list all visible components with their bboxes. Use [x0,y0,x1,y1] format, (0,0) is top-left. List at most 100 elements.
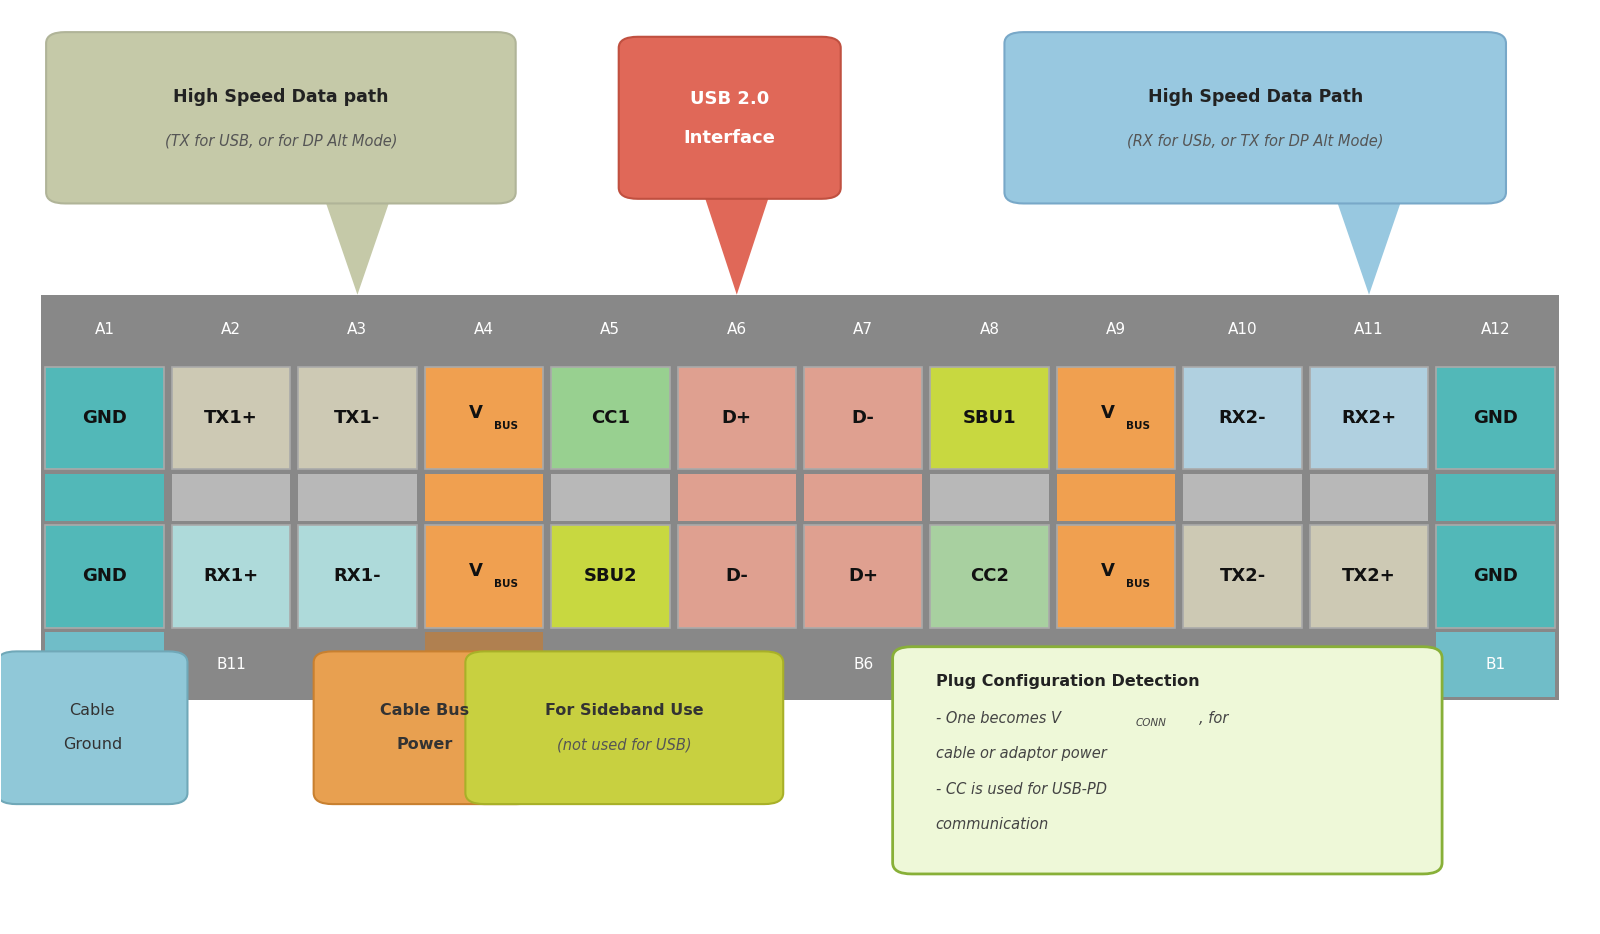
Bar [424,525,542,628]
Text: Interface: Interface [683,129,776,148]
Text: A11: A11 [1354,322,1384,337]
Text: RX1+: RX1+ [203,568,259,586]
Text: GND: GND [82,409,126,427]
Text: D+: D+ [848,568,878,586]
Text: B10: B10 [342,658,373,672]
Text: D+: D+ [722,409,752,427]
Bar [1058,525,1176,628]
Text: (not used for USB): (not used for USB) [557,737,691,752]
Bar [171,525,290,628]
Text: Plug Configuration Detection: Plug Configuration Detection [936,673,1200,688]
Bar [1310,367,1429,469]
Text: CC2: CC2 [970,568,1010,586]
Bar [424,632,542,698]
Text: RX2-: RX2- [1219,409,1266,427]
FancyBboxPatch shape [46,32,515,204]
Text: SBU2: SBU2 [584,568,637,586]
Text: GND: GND [82,568,126,586]
Text: BUS: BUS [1126,420,1150,431]
Bar [1437,632,1555,698]
Polygon shape [702,188,771,295]
Text: For Sideband Use: For Sideband Use [546,703,704,718]
Text: V: V [1101,403,1115,421]
Bar [171,367,290,469]
Bar [550,367,669,469]
Text: GND: GND [1474,568,1518,586]
Bar [931,525,1050,628]
Bar [931,367,1050,469]
Bar [1184,367,1302,469]
Text: B9: B9 [474,658,494,672]
Bar [550,474,669,520]
Polygon shape [581,662,638,700]
Text: A1: A1 [94,322,115,337]
Polygon shape [454,662,512,700]
Bar [677,474,797,520]
Text: cable or adaptor power: cable or adaptor power [936,746,1107,761]
Text: B2: B2 [1358,658,1379,672]
Text: A2: A2 [221,322,242,337]
Text: V: V [469,403,483,421]
Text: V: V [1101,562,1115,580]
Text: CC1: CC1 [590,409,630,427]
Bar [677,367,797,469]
FancyBboxPatch shape [0,651,187,804]
Text: - One becomes V: - One becomes V [936,711,1061,726]
Bar [803,525,923,628]
Text: Power: Power [397,737,453,752]
Text: D-: D- [851,409,875,427]
Text: D-: D- [725,568,749,586]
Text: B7: B7 [726,658,747,672]
Text: Cable Bus: Cable Bus [381,703,469,718]
Text: V: V [469,562,483,580]
Text: A9: A9 [1106,322,1126,337]
Bar [42,295,1558,700]
Bar [1184,525,1302,628]
Text: Ground: Ground [62,737,122,752]
Text: B12: B12 [90,658,120,672]
Text: B11: B11 [216,658,246,672]
Text: B3: B3 [1232,658,1253,672]
Text: - CC is used for USB-PD: - CC is used for USB-PD [936,782,1107,797]
Text: BUS: BUS [494,579,518,588]
Text: (RX for USb, or TX for DP Alt Mode): (RX for USb, or TX for DP Alt Mode) [1126,134,1384,149]
Polygon shape [962,658,1019,700]
Bar [1437,367,1555,469]
Bar [1437,474,1555,520]
Text: GND: GND [1474,409,1518,427]
Text: A5: A5 [600,322,621,337]
Text: A12: A12 [1480,322,1510,337]
Text: B4: B4 [1106,658,1126,672]
Text: A7: A7 [853,322,874,337]
Text: A3: A3 [347,322,368,337]
Text: TX1-: TX1- [334,409,381,427]
Text: Cable: Cable [70,703,115,718]
Text: B6: B6 [853,658,874,672]
Bar [45,474,163,520]
Text: TX2+: TX2+ [1342,568,1395,586]
FancyBboxPatch shape [314,651,536,804]
Bar [677,525,797,628]
Text: High Speed Data Path: High Speed Data Path [1147,89,1363,106]
Text: TX2-: TX2- [1219,568,1266,586]
Bar [298,525,416,628]
Text: communication: communication [936,817,1050,832]
Text: A6: A6 [726,322,747,337]
Bar [1058,367,1176,469]
Text: High Speed Data path: High Speed Data path [173,89,389,106]
Bar [298,474,416,520]
Polygon shape [1334,192,1405,295]
Bar [1310,474,1429,520]
Text: B1: B1 [1485,658,1506,672]
Bar [171,474,290,520]
Text: SBU1: SBU1 [963,409,1016,427]
Text: RX1-: RX1- [334,568,381,586]
Text: (TX for USB, or for DP Alt Mode): (TX for USB, or for DP Alt Mode) [165,134,397,149]
Bar [803,367,923,469]
Text: A10: A10 [1227,322,1258,337]
Text: A8: A8 [979,322,1000,337]
Bar [45,632,163,698]
FancyBboxPatch shape [893,646,1442,874]
Bar [1310,525,1429,628]
Bar [803,474,923,520]
